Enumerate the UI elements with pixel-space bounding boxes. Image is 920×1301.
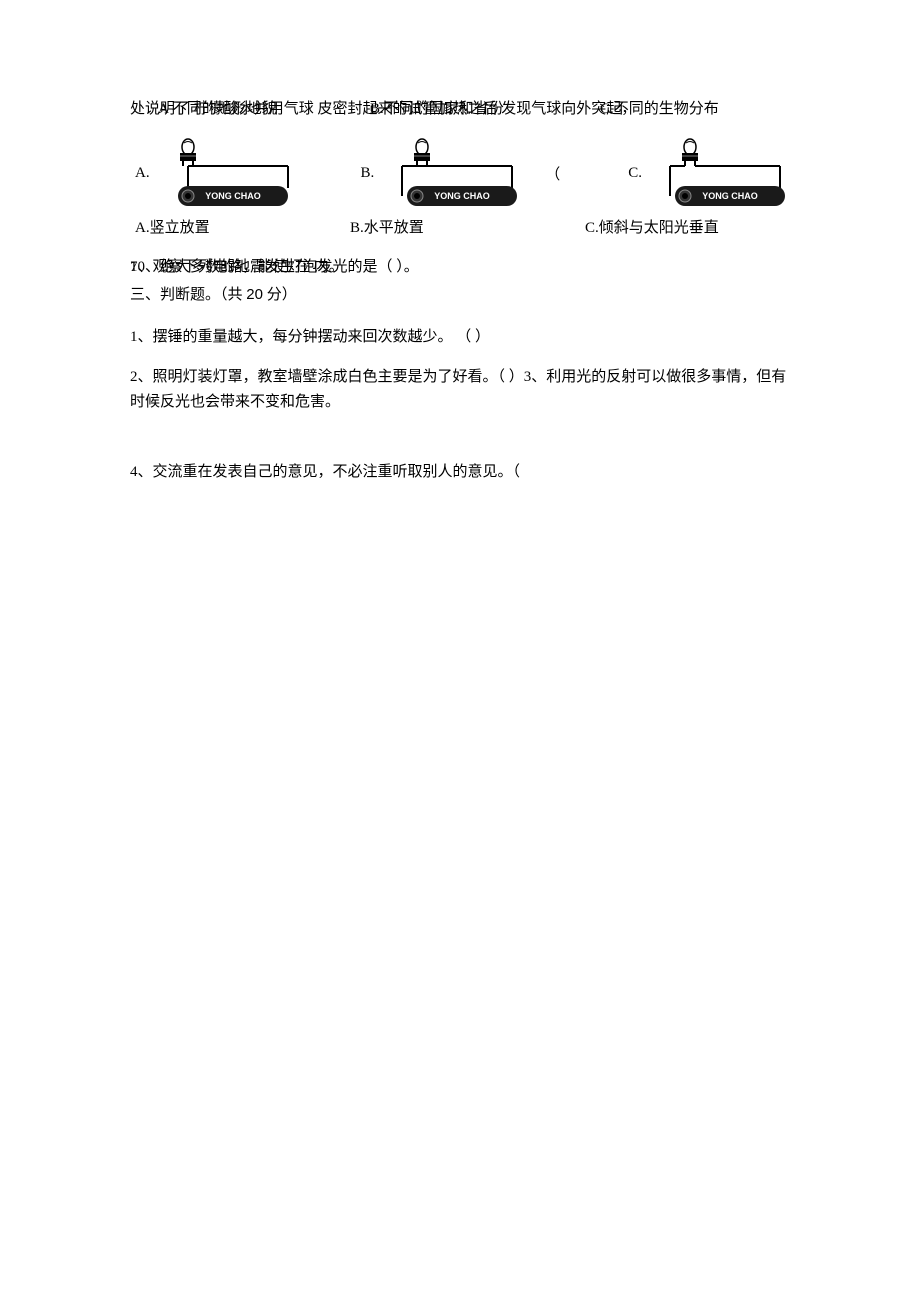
section-3-suffix: 分） [263, 287, 297, 303]
section-3-prefix: 三、判断题。（共 [130, 287, 246, 303]
circuit-b-label: B. [361, 165, 375, 182]
option-a-text: A.竖立放置 [135, 216, 315, 237]
question-2-3: 2、照明灯装灯罩，教室墙壁涂成白色主要是为了好看。（ ）3、利用光的反射可以做很… [130, 365, 790, 416]
circuit-c: C. YONG CHAO [628, 138, 785, 208]
spacer [130, 430, 790, 460]
option-c-text: C.倾斜与太阳光垂直 [585, 216, 785, 237]
overlapped-header-text: A 不同的地形地貌 处说明了 柠檬酸水并用气球 皮密封起来的试管加热之后 发现气… [130, 100, 790, 120]
svg-text:YONG CHAO: YONG CHAO [702, 191, 758, 201]
svg-text:YONG CHAO: YONG CHAO [435, 191, 491, 201]
question-4: 4、交流重在发表自己的意见，不必注重听取别人的意见。（ [130, 460, 790, 486]
circuit-a-label: A. [135, 165, 150, 182]
circuit-a-svg: YONG CHAO [158, 138, 293, 208]
circuit-a: A. YONG CHAO [135, 138, 293, 208]
circuit-c-label: C. [628, 165, 642, 182]
circuit-b: B. YONG CHAO （ [361, 138, 561, 208]
section-3-num: 20 [246, 286, 263, 303]
paren-mark: （ [545, 163, 560, 184]
circuit-c-svg: YONG CHAO [650, 138, 785, 208]
svg-text:YONG CHAO: YONG CHAO [205, 191, 261, 201]
option-b-text: B.水平放置 [350, 216, 550, 237]
circuit-diagram-row: A. YONG CHAO B. [130, 138, 790, 208]
overlap-b: B.不同的国家和省份 [370, 100, 504, 120]
overlap-c: C.不同的生物分布 [600, 100, 719, 120]
circuit-b-svg: YONG CHAO [382, 138, 517, 208]
combined-l2: 7、观察下列电路，能使灯泡发光的是（ ）。 [130, 257, 419, 278]
question-1: 1、摆锤的重量越大，每分钟摆动来回次数越少。 （ ） [130, 325, 790, 351]
placement-options-row: A.竖立放置 B.水平放置 C.倾斜与太阳光垂直 [130, 216, 790, 237]
section-3-header: 三、判断题。（共 20 分） [130, 283, 790, 307]
combined-questions-line: 10、绝大多数的地震发生在 内。 7、观察下列电路，能使灯泡发光的是（ ）。 [130, 257, 790, 277]
